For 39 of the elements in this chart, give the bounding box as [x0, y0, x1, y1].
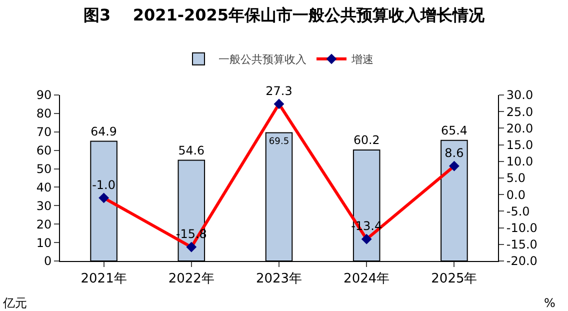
x-tick-label: 2022年 [168, 272, 214, 287]
y-tick-label: 50 [36, 162, 52, 176]
y2-tick-label: 5.0 [506, 171, 526, 186]
y2-tick-label: 15.0 [506, 138, 534, 152]
y-tick-label: 70 [36, 125, 52, 140]
y-axis-title: 亿元 [2, 296, 27, 310]
y-tick-label: 0 [44, 254, 52, 268]
x-tick-label: 2024年 [344, 272, 390, 287]
data-label: 27.3 [266, 84, 292, 98]
x-tick-label: 2023年 [256, 272, 302, 287]
y2-tick-label: 25.0 [506, 104, 534, 119]
x-tick-label: 2021年 [80, 272, 127, 287]
legend-label: 一般公共预算收入 [218, 53, 306, 66]
y2-tick-label: 30.0 [506, 88, 534, 102]
y-tick-label: 10 [36, 236, 52, 250]
y2-tick-label: -5.0 [506, 204, 530, 218]
y-tick-label: 80 [36, 106, 52, 121]
y-tick-label: 20 [36, 217, 52, 232]
y2-tick-label: -20.0 [506, 254, 538, 268]
x-tick-label: 2025年 [431, 272, 478, 287]
data-label: -1.0 [92, 178, 116, 192]
y2-tick-label: -15.0 [506, 238, 538, 252]
chart-title: 图3 2021-2025年保山市一般公共预算收入增长情况 [83, 6, 486, 25]
y2-tick-label: 0.0 [506, 188, 526, 202]
data-label: 60.2 [353, 133, 380, 148]
y-tick-label: 90 [36, 88, 52, 102]
y-tick-label: 40 [36, 180, 52, 194]
y2-tick-label: -10.0 [506, 221, 538, 235]
data-label: 69.5 [268, 137, 290, 148]
y2-axis-title: % [544, 296, 556, 310]
data-label: 64.9 [90, 124, 117, 138]
y2-tick-label: 10.0 [506, 154, 534, 169]
data-label: 65.4 [441, 123, 468, 138]
y2-tick-label: 20.0 [506, 121, 534, 136]
y-tick-label: 60 [36, 144, 52, 158]
y-tick-label: 30 [36, 198, 52, 213]
data-label: 54.6 [178, 143, 205, 158]
legend-label: 增速 [350, 53, 374, 66]
data-label: 8.6 [444, 146, 464, 160]
